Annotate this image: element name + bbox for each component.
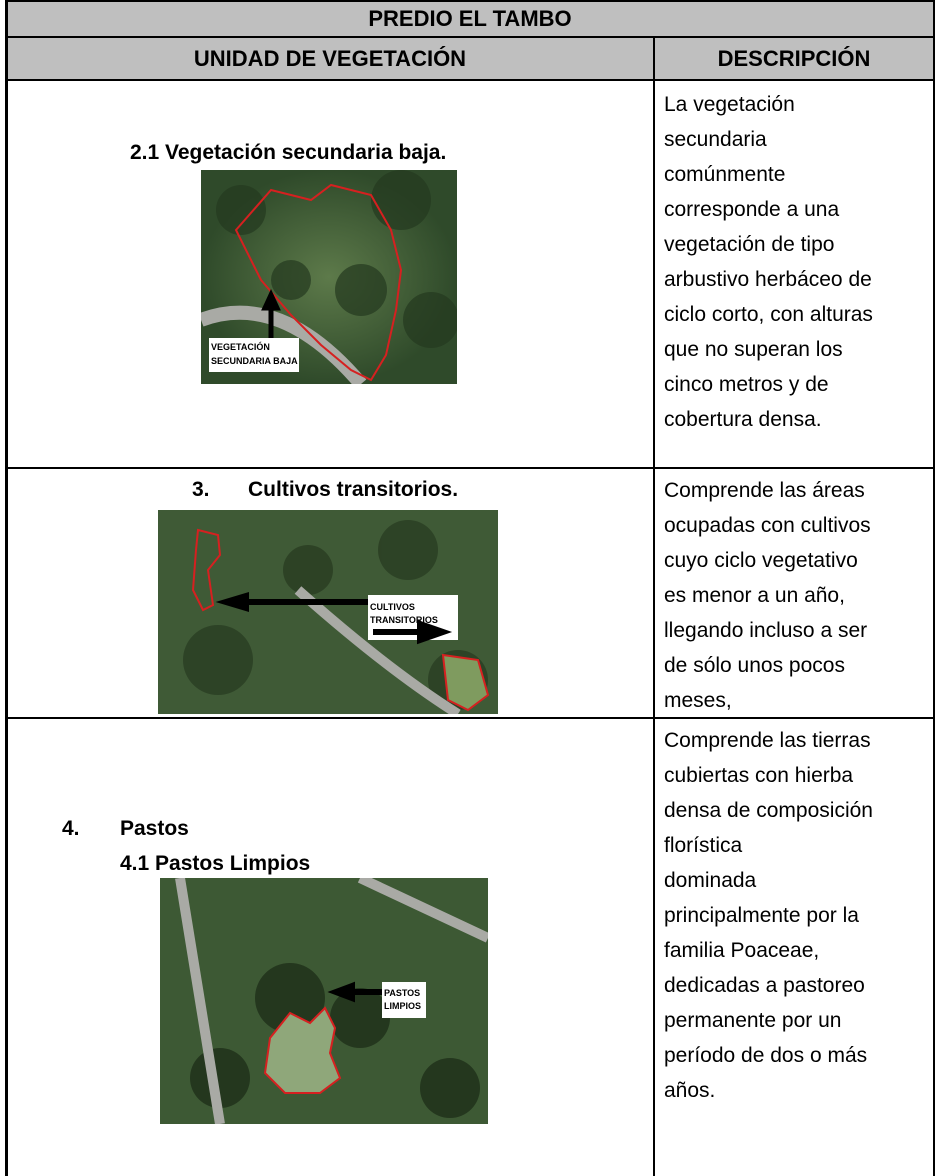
description-line: Comprende las áreas: [664, 479, 865, 502]
description-line: La vegetación: [664, 93, 795, 116]
satellite-image: PASTOS LIMPIOS: [160, 878, 488, 1124]
satellite-image: CULTIVOS TRANSITORIOS: [158, 510, 498, 714]
column-header: DESCRIPCIÓN: [654, 37, 934, 80]
description-line: dedicadas a pastoreo: [664, 974, 865, 997]
unit-subheading: 4.1 Pastos Limpios: [120, 852, 311, 875]
description-line: que no superan los: [664, 338, 843, 361]
border: [653, 37, 655, 1176]
unit-heading: 2.1 Vegetación secundaria baja.: [130, 141, 447, 164]
image-label: VEGETACIÓN: [211, 341, 270, 352]
border: [6, 36, 935, 38]
description-line: corresponde a una: [664, 198, 840, 221]
description-line: meses,: [664, 689, 732, 712]
unit-heading: Pastos: [120, 817, 189, 840]
description-line: principalmente por la: [664, 904, 859, 927]
description-line: arbustivo herbáceo de: [664, 268, 872, 291]
image-label: TRANSITORIOS: [370, 615, 438, 625]
border: [6, 0, 935, 2]
description-line: familia Poaceae,: [664, 939, 820, 962]
description-line: años.: [664, 1079, 716, 1102]
description-line: dominada: [664, 869, 757, 892]
description-line: cuyo ciclo vegetativo: [664, 549, 858, 572]
description-line: florística: [664, 834, 743, 857]
border: [6, 79, 935, 81]
column-header: UNIDAD DE VEGETACIÓN: [6, 37, 654, 80]
description-line: densa de composición: [664, 799, 873, 822]
description-line: es menor a un año,: [664, 584, 845, 607]
description-line: llegando incluso a ser: [664, 619, 868, 642]
description-line: permanente por un: [664, 1009, 842, 1032]
description-line: ocupadas con cultivos: [664, 514, 871, 537]
description-line: Comprende las tierras: [664, 729, 871, 752]
description-line: cubiertas con hierba: [664, 764, 854, 787]
image-label: SECUNDARIA BAJA: [211, 356, 298, 366]
border: [5, 0, 8, 1176]
description-line: secundaria: [664, 128, 767, 151]
unit-marker: 3.: [192, 478, 210, 501]
description-line: vegetación de tipo: [664, 233, 835, 256]
image-label: PASTOS: [384, 988, 420, 998]
border: [6, 467, 935, 469]
description-line: comúnmente: [664, 163, 786, 186]
satellite-image: VEGETACIÓN SECUNDARIA BAJA: [201, 170, 457, 384]
border: [6, 717, 935, 719]
description-line: cobertura densa.: [664, 408, 822, 431]
unit-marker: 4.: [62, 817, 80, 840]
description-line: cinco metros y de: [664, 373, 829, 396]
image-label: LIMPIOS: [384, 1001, 421, 1011]
image-label: CULTIVOS: [370, 602, 415, 612]
description-line: de sólo unos pocos: [664, 654, 845, 677]
border: [933, 0, 935, 1176]
description-line: ciclo corto, con alturas: [664, 303, 873, 326]
unit-heading: Cultivos transitorios.: [248, 478, 459, 501]
description-line: período de dos o más: [664, 1044, 868, 1067]
table-title: PREDIO EL TAMBO: [6, 0, 934, 37]
